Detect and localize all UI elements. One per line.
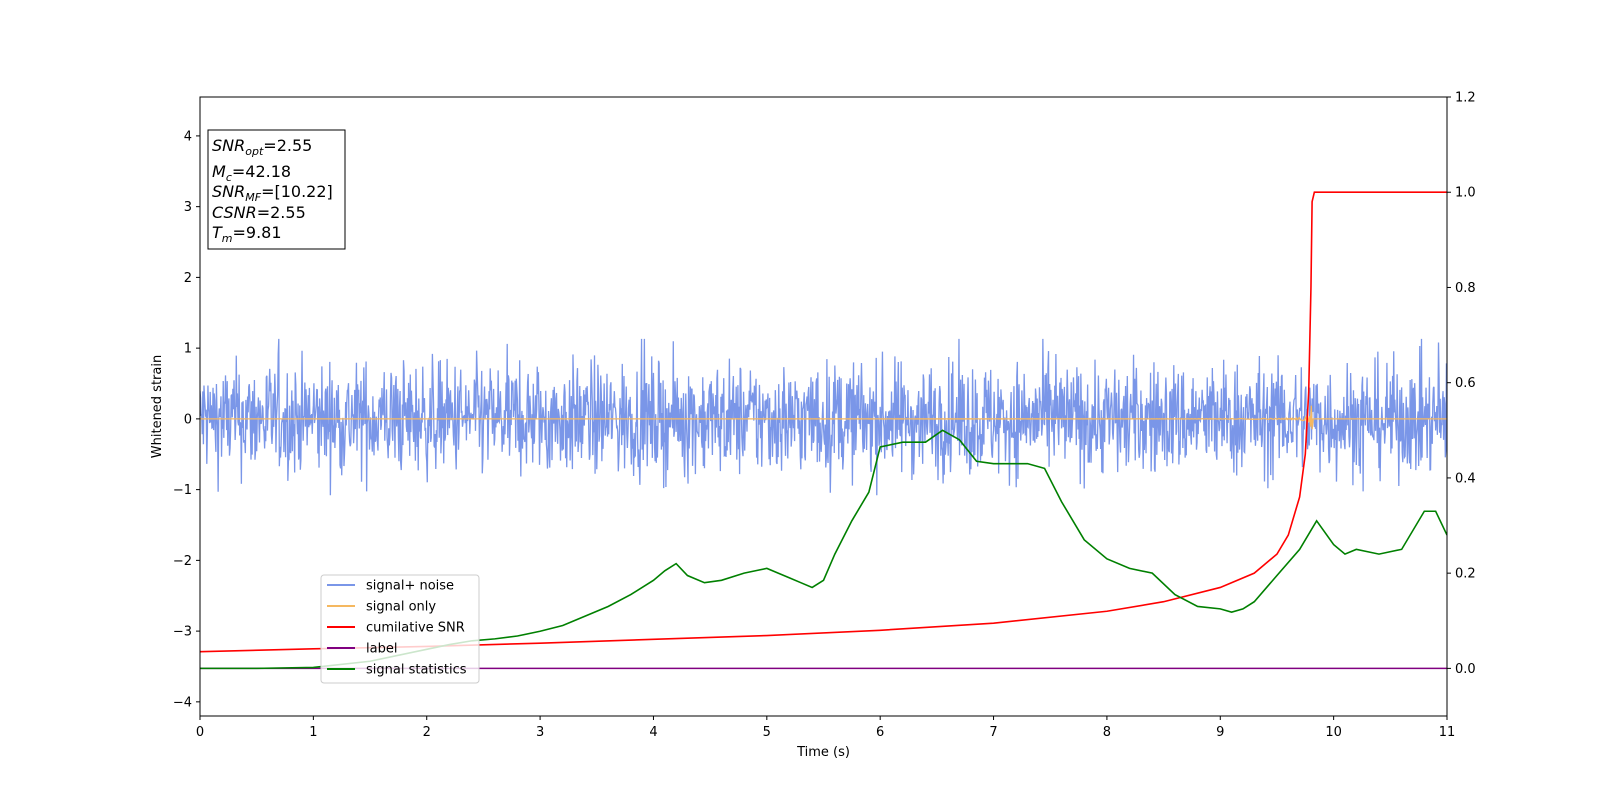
x-tick-label: 6 [876,725,884,740]
x-tick-label: 5 [763,725,771,740]
y2-tick-label: 0.6 [1455,376,1476,391]
y-tick-label: 3 [184,200,192,215]
y-tick-label: −3 [173,625,192,640]
x-tick-label: 11 [1439,725,1456,740]
y2-tick-label: 0.8 [1455,281,1476,296]
x-tick-label: 0 [196,725,204,740]
y-tick-label: −2 [173,554,192,569]
annotation-frame [207,129,346,250]
x-tick-label: 8 [1103,725,1111,740]
y-tick-label: −1 [173,483,192,498]
y2-tick-label: 0.0 [1455,662,1476,677]
x-tick-label: 1 [309,725,317,740]
annotation-line: SNRMF=[10.22] [212,182,333,204]
axes: 0 1 2 3 4 5 6 7 8 9 10 11 −4 −3 −2 −1 0 1 2 3 4 0.0 0.2 0.4 0.6 0… [173,91,1476,741]
stats-annotation-box: SNRopt=2.55 Mc=42.18SNRMF=[10.22]CSNR=2.5… [207,129,346,250]
y-tick-label: −4 [173,695,192,710]
legend-frame [320,574,480,684]
annotation-line: Mc=42.18 [212,162,291,184]
annotation-line: CSNR=2.55 [212,203,306,222]
y-tick-label: 1 [184,342,192,357]
legend-label: signal only [366,600,436,615]
annotation-line: SNRopt=2.55 [212,136,312,158]
y-tick-label: 2 [184,271,192,286]
y2-tick-label: 1.0 [1455,186,1476,201]
x-tick-label: 10 [1325,725,1342,740]
y-tick-label: 4 [184,129,192,144]
legend-label: signal statistics [366,663,467,678]
x-tick-label: 2 [423,725,431,740]
x-tick-label: 3 [536,725,544,740]
y2-tick-label: 0.4 [1455,471,1476,486]
plot-frame [199,96,1448,717]
y-tick-label: 0 [184,412,192,427]
series-cumilative-snr [200,191,1447,653]
legend-label: cumilative SNR [366,621,465,636]
x-axis-title: Time (s) [796,745,850,760]
series-signal-only [200,405,1447,430]
legend-label: signal+ noise [366,579,454,594]
series-signal-noise [200,338,1447,496]
x-tick-label: 7 [989,725,997,740]
x-tick-label: 9 [1216,725,1224,740]
legend-label: label [366,642,397,657]
series-signal-statistics [200,429,1447,670]
y-axis-title: Whitened strain [150,355,165,458]
legend: signal+ noise signal only cumilative SNR la… [320,574,480,684]
x-tick-label: 4 [649,725,657,740]
annotation-line: Tm=9.81 [212,223,282,245]
y2-tick-label: 0.2 [1455,567,1476,582]
y2-tick-label: 1.2 [1455,91,1476,106]
